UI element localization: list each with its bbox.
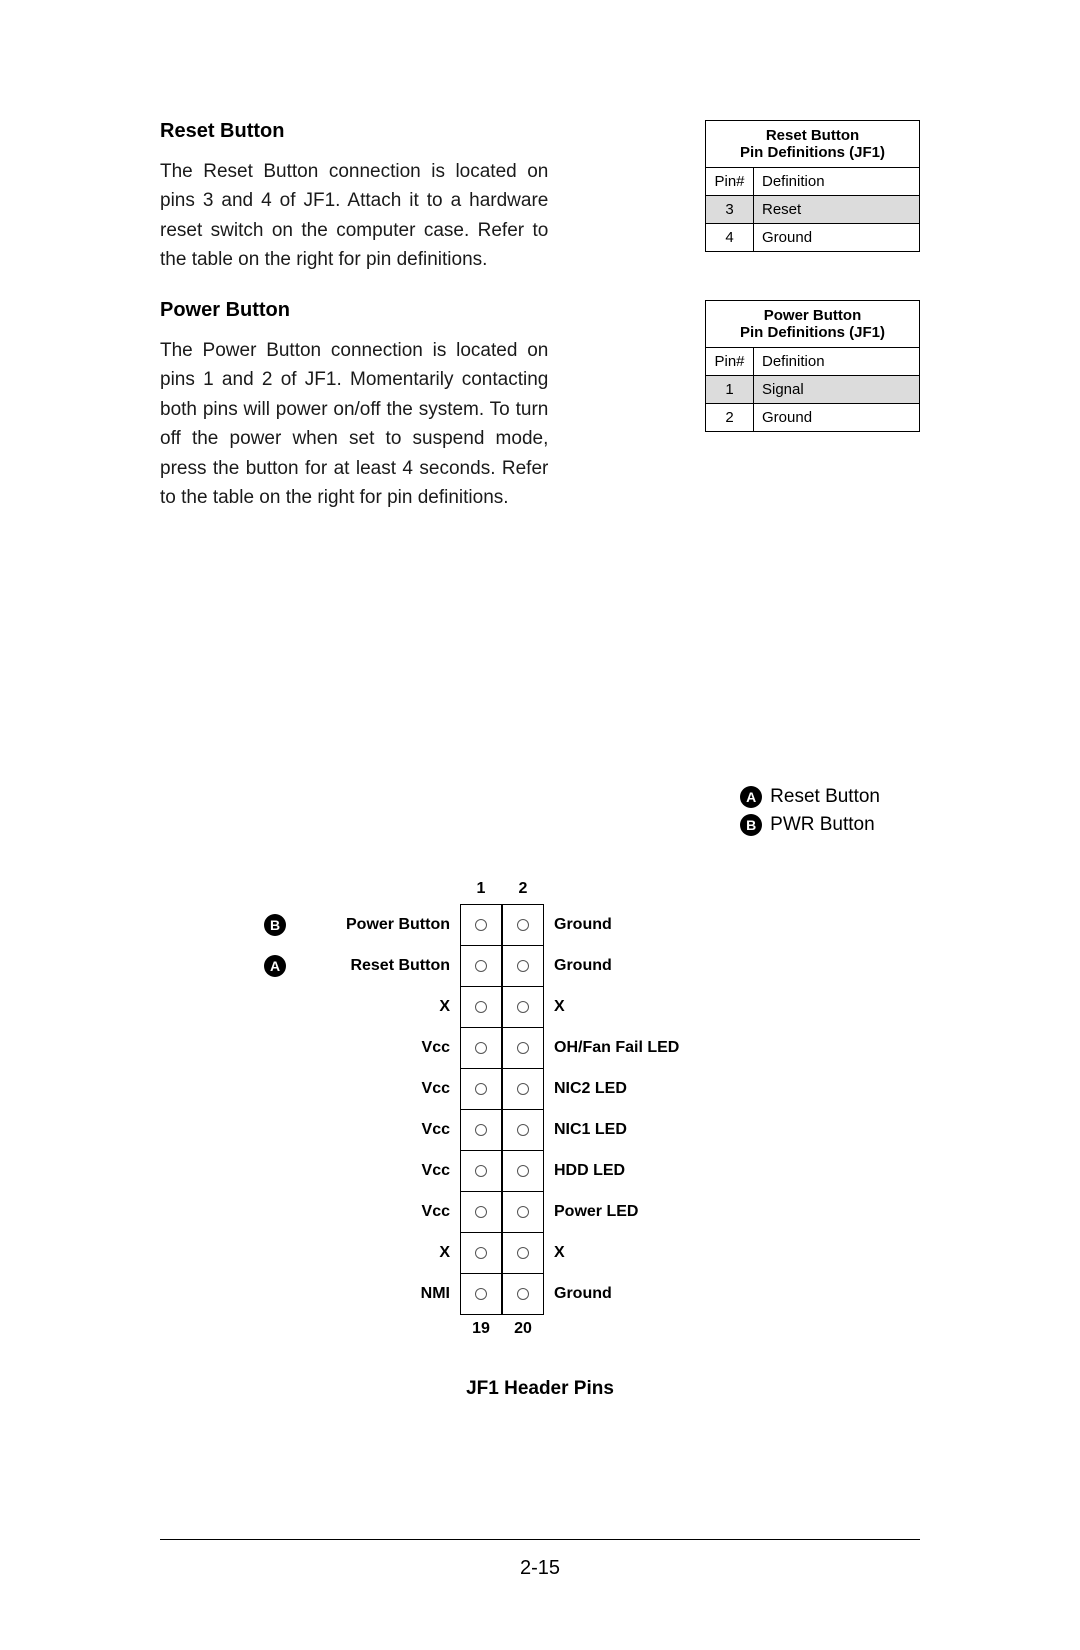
pin-hole-icon (460, 986, 502, 1028)
power-table-def-1: Ground (754, 404, 920, 432)
diag-left-label: NMI (290, 1285, 460, 1303)
diag-badge-icon: B (264, 914, 286, 936)
pin-hole-icon (502, 945, 544, 987)
diag-left-label: Power Button (290, 916, 460, 934)
page: Reset Button The Reset Button connection… (0, 0, 1080, 1650)
diag-left-label: Reset Button (290, 957, 460, 975)
power-table-title: Power Button Pin Definitions (JF1) (706, 301, 920, 348)
diag-bottom-19: 19 (460, 1320, 502, 1338)
pin-hole-icon (502, 1191, 544, 1233)
diag-right-label: OH/Fan Fail LED (544, 1039, 744, 1057)
legend: A Reset Button B PWR Button (740, 786, 880, 842)
power-table-pin-1: 2 (706, 404, 754, 432)
power-table-col2: Definition (754, 348, 920, 376)
two-column-layout: Reset Button The Reset Button connection… (160, 120, 920, 536)
diag-right-label: NIC2 LED (544, 1080, 744, 1098)
reset-table-def-0: Reset (754, 196, 920, 224)
diag-left-label: X (290, 1244, 460, 1262)
diag-bottom-20: 20 (502, 1320, 544, 1338)
page-number: 2-15 (0, 1557, 1080, 1580)
reset-table-title-line1: Reset Button (766, 127, 859, 144)
diag-left-label: Vcc (290, 1203, 460, 1221)
reset-table-col2: Definition (754, 168, 920, 196)
diag-left-label: X (290, 998, 460, 1016)
pin-hole-icon (460, 1068, 502, 1110)
pin-hole-icon (460, 904, 502, 946)
pin-hole-icon (460, 1191, 502, 1233)
diag-right-label: Ground (544, 916, 744, 934)
diag-right-label: HDD LED (544, 1162, 744, 1180)
reset-table-pin-0: 3 (706, 196, 754, 224)
reset-pin-table: Reset Button Pin Definitions (JF1) Pin# … (705, 120, 920, 252)
reset-table-title: Reset Button Pin Definitions (JF1) (706, 121, 920, 168)
pin-hole-icon (502, 1109, 544, 1151)
left-column: Reset Button The Reset Button connection… (160, 120, 548, 536)
reset-table-col1: Pin# (706, 168, 754, 196)
pin-hole-icon (502, 904, 544, 946)
diag-right-label: Ground (544, 957, 744, 975)
page-rule (160, 1539, 920, 1540)
diag-top-1: 1 (460, 880, 502, 898)
legend-b-label: PWR Button (770, 814, 875, 836)
power-table-col1: Pin# (706, 348, 754, 376)
badge-b-icon: B (740, 814, 762, 836)
legend-row-b: B PWR Button (740, 814, 880, 836)
power-table-pin-0: 1 (706, 376, 754, 404)
diag-badge-cell: B (260, 914, 290, 936)
pin-hole-icon (502, 1068, 544, 1110)
diag-right-label: Ground (544, 1285, 744, 1303)
legend-a-label: Reset Button (770, 786, 880, 808)
pin-hole-icon (502, 1273, 544, 1315)
power-pin-table: Power Button Pin Definitions (JF1) Pin# … (705, 300, 920, 432)
diag-right-label: NIC1 LED (544, 1121, 744, 1139)
diag-left-label: Vcc (290, 1162, 460, 1180)
diagram-title: JF1 Header Pins (260, 1378, 820, 1400)
reset-table-def-1: Ground (754, 224, 920, 252)
reset-body: The Reset Button connection is located o… (160, 157, 548, 275)
power-table-title-line2: Pin Definitions (JF1) (740, 324, 885, 341)
pin-hole-icon (502, 986, 544, 1028)
legend-row-a: A Reset Button (740, 786, 880, 808)
power-table-def-0: Signal (754, 376, 920, 404)
diag-right-label: X (544, 998, 744, 1016)
pin-hole-icon (460, 1273, 502, 1315)
diag-right-label: X (544, 1244, 744, 1262)
reset-table-pin-1: 4 (706, 224, 754, 252)
pin-hole-icon (460, 1150, 502, 1192)
power-heading: Power Button (160, 299, 548, 322)
pin-hole-icon (502, 1232, 544, 1274)
power-table-title-line1: Power Button (764, 307, 862, 324)
diag-badge-cell: A (260, 955, 290, 977)
pin-hole-icon (502, 1150, 544, 1192)
pin-hole-icon (460, 1232, 502, 1274)
pin-hole-icon (502, 1027, 544, 1069)
pin-hole-icon (460, 1027, 502, 1069)
jf1-header-diagram: 1 2 BPower Button Ground AReset Button Grou… (260, 880, 820, 1400)
reset-heading: Reset Button (160, 120, 548, 143)
diag-left-label: Vcc (290, 1080, 460, 1098)
power-body: The Power Button connection is located o… (160, 336, 548, 513)
pin-hole-icon (460, 1109, 502, 1151)
badge-a-icon: A (740, 786, 762, 808)
diag-badge-icon: A (264, 955, 286, 977)
reset-table-title-line2: Pin Definitions (JF1) (740, 144, 885, 161)
pin-hole-icon (460, 945, 502, 987)
right-column: Reset Button Pin Definitions (JF1) Pin# … (596, 120, 920, 536)
diag-right-label: Power LED (544, 1203, 744, 1221)
diag-top-2: 2 (502, 880, 544, 898)
diag-left-label: Vcc (290, 1121, 460, 1139)
diag-left-label: Vcc (290, 1039, 460, 1057)
